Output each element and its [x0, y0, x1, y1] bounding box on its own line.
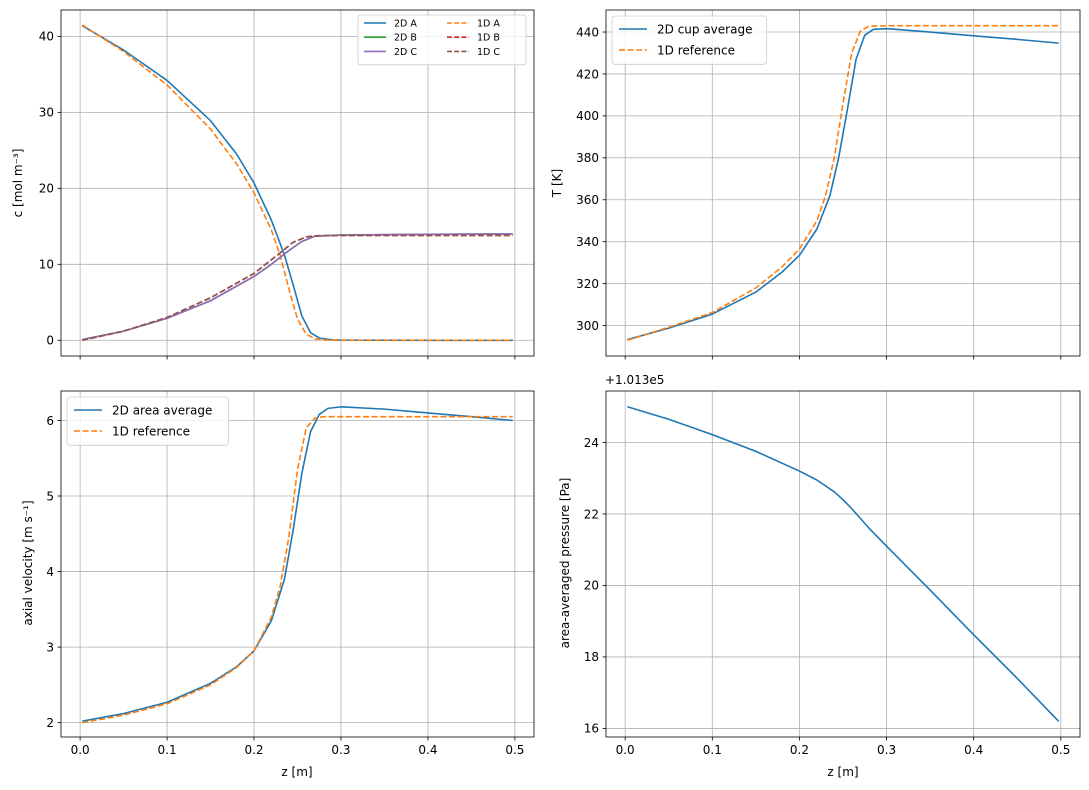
y-tick-label: 440: [576, 25, 599, 39]
series-line: [82, 415, 513, 724]
axes-frame: [605, 390, 1081, 738]
y-tick-label: 360: [576, 193, 599, 207]
x-tick-label: 0.3: [331, 743, 350, 757]
panel-temperature: T [K] 300 320 340 360 380 400 420 440 2D cup ave…: [550, 9, 1081, 360]
x-tick-label: 0.5: [1051, 743, 1070, 757]
legend: 2D A 1D A 2D B 1D B 2D C 1D C: [357, 14, 527, 66]
series-line: [627, 24, 1059, 342]
legend-label: 2D C: [394, 47, 417, 58]
legend-label: 1D A: [477, 19, 500, 30]
x-tick-label: 0.2: [244, 743, 263, 757]
y-tick-label: 340: [576, 235, 599, 249]
legend-label: 2D B: [394, 33, 417, 44]
x-tick-label: 0.2: [790, 743, 809, 757]
ylabel-concentration: c [mol m⁻³]: [11, 149, 25, 218]
x-tick-label: 0.4: [418, 743, 437, 757]
ylabel-velocity: axial velocity [m s⁻¹]: [21, 500, 35, 625]
y-tick-label: 10: [39, 258, 54, 272]
axes-frame: [605, 9, 1081, 357]
y-tick-label: 16: [584, 722, 599, 736]
pressure-offset-text: +1.013e5: [605, 373, 664, 387]
axes-frame: [60, 390, 535, 738]
y-tick-label: 20: [584, 579, 599, 593]
legend-label: 2D A: [394, 19, 417, 30]
x-tick-label: 0.0: [616, 743, 635, 757]
panel-velocity: axial velocity [m s⁻¹] z [m] 0.0 0.1 0.2 0.…: [21, 390, 535, 779]
legend-box: [357, 14, 527, 66]
xlabel-velocity: z [m]: [281, 765, 312, 779]
y-tick-label: 40: [39, 30, 54, 44]
y-tick-label: 420: [576, 67, 599, 81]
xlabel-pressure: z [m]: [827, 765, 858, 779]
series-line: [82, 406, 513, 722]
series-line: [627, 405, 1060, 722]
series-line: [627, 27, 1059, 341]
legend-label: 1D reference: [657, 43, 735, 57]
x-tick-label: 0.0: [71, 743, 90, 757]
series-line: [81, 24, 513, 342]
ylabel-temperature: T [K]: [550, 169, 564, 198]
y-tick-label: 24: [584, 436, 599, 450]
y-tick-label: 22: [584, 507, 599, 521]
legend-label: 1D reference: [112, 424, 190, 438]
y-tick-label: 2: [46, 716, 54, 730]
x-tick-label: 0.1: [703, 743, 722, 757]
y-tick-label: 4: [46, 565, 54, 579]
legend-label: 2D cup average: [657, 22, 752, 36]
legend-box: [611, 15, 767, 65]
y-tick-label: 300: [576, 319, 599, 333]
y-tick-label: 400: [576, 109, 599, 123]
y-tick-label: 380: [576, 151, 599, 165]
legend-box: [66, 396, 229, 446]
legend: 2D area average 1D reference: [66, 396, 229, 446]
x-tick-label: 0.3: [877, 743, 896, 757]
ylabel-pressure: area-averaged pressure [Pa]: [558, 478, 572, 649]
y-tick-label: 0: [46, 334, 54, 348]
x-tick-label: 0.1: [158, 743, 177, 757]
y-tick-label: 3: [46, 640, 54, 654]
y-tick-label: 5: [46, 489, 54, 503]
axes-frame: [60, 9, 535, 357]
x-tick-label: 0.4: [964, 743, 983, 757]
y-tick-label: 6: [46, 414, 54, 428]
legend-label: 1D C: [477, 47, 500, 58]
legend-label: 1D B: [477, 33, 500, 44]
panel-pressure: area-averaged pressure [Pa] z [m] +1.013…: [558, 373, 1081, 779]
y-tick-label: 320: [576, 277, 599, 291]
y-tick-label: 18: [584, 650, 599, 664]
legend: 2D cup average 1D reference: [611, 15, 767, 65]
series-line: [82, 234, 513, 342]
legend-label: 2D area average: [112, 403, 212, 417]
x-tick-label: 0.5: [505, 743, 524, 757]
y-tick-label: 30: [39, 106, 54, 120]
y-tick-label: 20: [39, 182, 54, 196]
